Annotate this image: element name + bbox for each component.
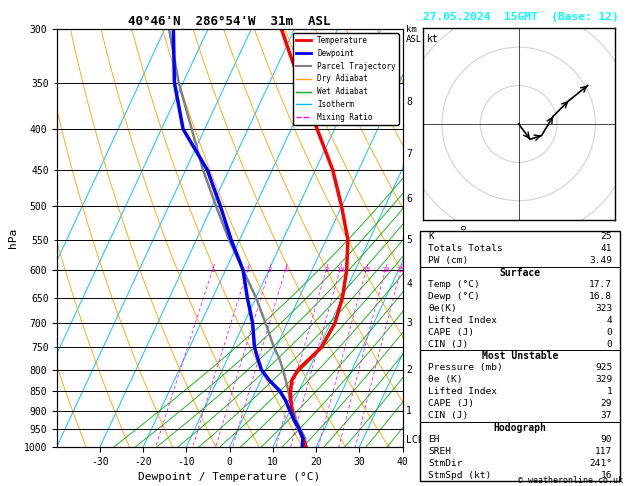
Text: 323: 323 [595,304,612,313]
Text: 3: 3 [406,318,412,329]
Text: 2: 2 [245,267,250,273]
Text: Mixing Ratio (g/kg): Mixing Ratio (g/kg) [460,187,469,289]
Text: 25: 25 [397,267,405,273]
Text: PW (cm): PW (cm) [428,256,469,265]
Text: 329: 329 [595,375,612,384]
Text: Temp (°C): Temp (°C) [428,280,480,289]
Text: 117: 117 [595,447,612,456]
Text: 3.49: 3.49 [589,256,612,265]
Text: 0: 0 [606,340,612,348]
Text: 5: 5 [406,235,412,244]
Text: kt: kt [426,34,438,44]
Text: Totals Totals: Totals Totals [428,244,503,253]
Text: 20: 20 [381,267,389,273]
Text: 25: 25 [601,232,612,242]
Text: 37: 37 [601,411,612,420]
Text: EH: EH [428,435,440,444]
Text: 925: 925 [595,364,612,372]
Text: 1: 1 [211,267,214,273]
Text: 10: 10 [336,267,344,273]
Text: Hodograph: Hodograph [494,422,547,433]
X-axis label: Dewpoint / Temperature (°C): Dewpoint / Temperature (°C) [138,472,321,483]
Text: StmDir: StmDir [428,459,463,468]
Text: CAPE (J): CAPE (J) [428,399,474,408]
Text: Dewp (°C): Dewp (°C) [428,292,480,301]
Text: θe (K): θe (K) [428,375,463,384]
Text: 16.8: 16.8 [589,292,612,301]
Text: Surface: Surface [499,268,541,278]
Text: StmSpd (kt): StmSpd (kt) [428,470,491,480]
Text: Pressure (mb): Pressure (mb) [428,364,503,372]
Text: © weatheronline.co.uk: © weatheronline.co.uk [518,475,623,485]
Text: 2: 2 [406,364,412,375]
Text: 15: 15 [362,267,370,273]
Text: CAPE (J): CAPE (J) [428,328,474,337]
Text: Most Unstable: Most Unstable [482,351,559,361]
Text: 3: 3 [267,267,272,273]
Legend: Temperature, Dewpoint, Parcel Trajectory, Dry Adiabat, Wet Adiabat, Isotherm, Mi: Temperature, Dewpoint, Parcel Trajectory… [292,33,399,125]
Text: SREH: SREH [428,447,451,456]
Text: 4: 4 [283,267,287,273]
Text: 4: 4 [606,316,612,325]
Text: Lifted Index: Lifted Index [428,316,497,325]
Text: LCL: LCL [406,435,424,445]
Text: 29: 29 [601,399,612,408]
Text: 7: 7 [406,149,412,159]
Text: θe(K): θe(K) [428,304,457,313]
Text: 1: 1 [606,387,612,396]
Text: CIN (J): CIN (J) [428,411,469,420]
Text: Lifted Index: Lifted Index [428,387,497,396]
Text: 1: 1 [406,405,412,416]
Text: 241°: 241° [589,459,612,468]
Y-axis label: hPa: hPa [8,228,18,248]
Text: 6: 6 [406,194,412,205]
Text: 16: 16 [601,470,612,480]
Text: K: K [428,232,434,242]
Text: 8: 8 [324,267,328,273]
Text: 41: 41 [601,244,612,253]
Text: 0: 0 [606,328,612,337]
Text: 8: 8 [406,97,412,107]
Text: 90: 90 [601,435,612,444]
Text: 27.05.2024  15GMT  (Base: 12): 27.05.2024 15GMT (Base: 12) [423,12,618,22]
Title: 40°46'N  286°54'W  31m  ASL: 40°46'N 286°54'W 31m ASL [128,15,331,28]
Text: 4: 4 [406,279,412,289]
Text: 17.7: 17.7 [589,280,612,289]
Text: CIN (J): CIN (J) [428,340,469,348]
Text: km
ASL: km ASL [406,25,422,44]
